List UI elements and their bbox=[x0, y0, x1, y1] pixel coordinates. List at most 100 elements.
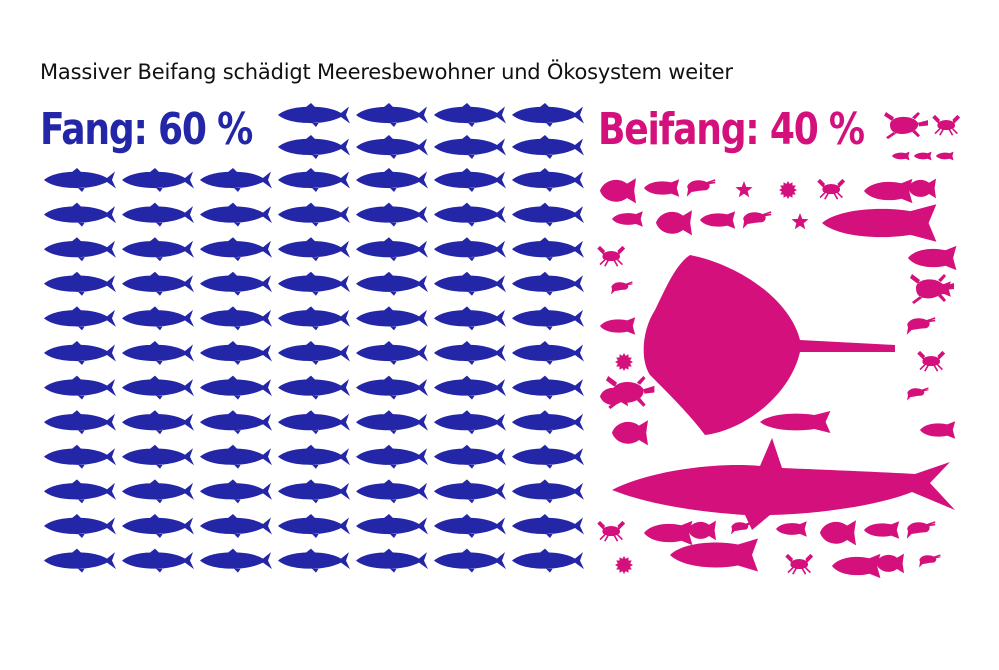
mackerel-icon bbox=[434, 168, 506, 192]
mackerel-icon bbox=[512, 375, 584, 400]
sea-urchin-icon bbox=[615, 353, 633, 371]
fish-icon bbox=[760, 411, 831, 433]
fish-icon bbox=[920, 281, 951, 297]
mackerel-icon bbox=[44, 306, 116, 331]
mackerel-icon bbox=[356, 444, 428, 469]
mackerel-icon bbox=[200, 168, 272, 192]
mackerel-icon bbox=[278, 548, 350, 573]
fish-icon bbox=[936, 151, 954, 161]
mackerel-icon bbox=[44, 202, 116, 227]
mackerel-icon bbox=[356, 548, 428, 573]
mackerel-icon bbox=[356, 237, 428, 262]
mackerel-icon bbox=[122, 202, 194, 227]
crab-icon bbox=[817, 178, 846, 200]
shrimp-icon bbox=[611, 281, 633, 295]
mackerel-icon bbox=[356, 135, 428, 159]
shrimp-icon bbox=[907, 387, 929, 401]
mackerel-icon bbox=[44, 375, 116, 400]
mackerel-icon bbox=[356, 514, 428, 538]
sea-urchin-icon bbox=[779, 181, 797, 199]
amberjack-icon bbox=[670, 538, 758, 572]
mackerel-icon bbox=[200, 271, 272, 296]
mackerel-icon bbox=[44, 271, 116, 296]
mackerel-icon bbox=[356, 306, 428, 331]
mackerel-icon bbox=[434, 444, 506, 469]
mackerel-icon bbox=[44, 237, 116, 262]
mackerel-icon bbox=[278, 202, 350, 227]
mackerel-icon bbox=[512, 271, 584, 296]
reef-fish-icon bbox=[600, 386, 628, 407]
mackerel-icon bbox=[200, 548, 272, 573]
fish-icon bbox=[600, 317, 636, 335]
mackerel-icon bbox=[278, 444, 350, 469]
reef-fish-icon bbox=[876, 553, 904, 574]
amberjack-icon bbox=[822, 204, 937, 242]
mackerel-icon bbox=[434, 271, 506, 296]
shrimp-icon bbox=[906, 317, 936, 335]
mackerel-icon bbox=[122, 375, 194, 400]
mackerel-icon bbox=[512, 548, 584, 573]
shrimp-icon bbox=[686, 179, 716, 197]
mackerel-icon bbox=[200, 306, 272, 331]
shrimp-icon bbox=[919, 554, 941, 568]
fish-icon bbox=[832, 553, 881, 579]
mackerel-icon bbox=[356, 103, 428, 127]
mackerel-icon bbox=[44, 548, 116, 573]
mackerel-icon bbox=[356, 202, 428, 227]
mackerel-icon bbox=[200, 514, 272, 538]
crab-icon bbox=[597, 520, 626, 542]
reef-fish-icon bbox=[600, 178, 636, 204]
mackerel-icon bbox=[278, 168, 350, 192]
mackerel-icon bbox=[278, 103, 350, 127]
mackerel-icon bbox=[200, 202, 272, 227]
fish-icon bbox=[700, 211, 736, 229]
mackerel-icon bbox=[278, 135, 350, 159]
mackerel-icon bbox=[44, 168, 116, 192]
mackerel-icon bbox=[122, 168, 194, 192]
reef-fish-icon bbox=[656, 210, 692, 236]
shark-icon bbox=[612, 438, 955, 530]
mackerel-icon bbox=[122, 341, 194, 365]
mackerel-icon bbox=[356, 271, 428, 296]
sea-urchin-icon bbox=[615, 556, 633, 574]
mackerel-icon bbox=[512, 410, 584, 435]
crab-icon bbox=[917, 350, 946, 372]
mackerel-icon bbox=[44, 410, 116, 435]
turtle-icon bbox=[884, 112, 928, 139]
mackerel-icon bbox=[278, 514, 350, 538]
bycatch-group bbox=[597, 112, 961, 579]
mackerel-icon bbox=[278, 479, 350, 504]
mackerel-icon bbox=[278, 410, 350, 435]
mackerel-icon bbox=[278, 341, 350, 365]
mackerel-icon bbox=[434, 375, 506, 400]
fish-icon bbox=[914, 151, 932, 161]
fish-icon bbox=[920, 421, 956, 439]
fish-icon bbox=[892, 151, 910, 161]
fish-icon bbox=[644, 520, 693, 546]
mackerel-icon bbox=[512, 514, 584, 538]
mackerel-icon bbox=[356, 341, 428, 365]
fish-icon bbox=[612, 211, 643, 227]
mackerel-icon bbox=[512, 306, 584, 331]
mackerel-icon bbox=[512, 341, 584, 365]
mackerel-icon bbox=[356, 375, 428, 400]
mackerel-icon bbox=[512, 237, 584, 262]
mackerel-icon bbox=[278, 237, 350, 262]
crab-icon bbox=[597, 245, 626, 267]
mackerel-icon bbox=[122, 514, 194, 538]
reef-fish-icon bbox=[688, 520, 716, 541]
mackerel-icon bbox=[278, 306, 350, 331]
mackerel-icon bbox=[434, 479, 506, 504]
mackerel-icon bbox=[44, 341, 116, 365]
mackerel-icon bbox=[122, 410, 194, 435]
reef-fish-icon bbox=[612, 420, 648, 446]
starfish-icon bbox=[735, 181, 753, 198]
mackerel-icon bbox=[434, 103, 506, 127]
crab-icon bbox=[932, 114, 961, 136]
mackerel-icon bbox=[434, 548, 506, 573]
mackerel-icon bbox=[278, 271, 350, 296]
mackerel-icon bbox=[356, 168, 428, 192]
mackerel-icon bbox=[434, 341, 506, 365]
mackerel-icon bbox=[434, 306, 506, 331]
